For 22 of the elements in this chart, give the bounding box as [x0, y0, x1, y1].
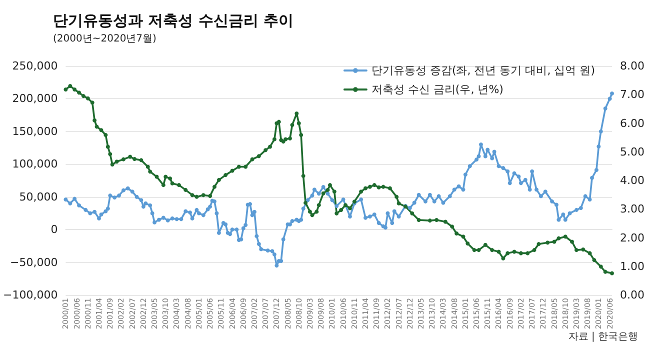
- y2-tick-label: 0.00: [620, 288, 644, 302]
- y-tick-label: 50,000: [19, 190, 58, 204]
- y-tick-label: 200,000: [12, 92, 58, 106]
- text: 자료 | 한국은행: [568, 332, 638, 342]
- y-tick-label: 100,000: [12, 158, 58, 171]
- y2-tick-label: 2.00: [620, 231, 644, 244]
- y2-tick-label: 3.00: [620, 202, 644, 216]
- legend-label: 저축성 수신 금리(우, 년%): [371, 83, 504, 96]
- y2-tick-label: 6.00: [620, 116, 644, 130]
- y-tick-label: 150,000: [12, 124, 58, 138]
- y2-tick-label: 5.00: [620, 145, 644, 158]
- chart-subtitle: (2000년~2020년7월): [53, 34, 157, 44]
- y-tick-label: −50,000: [10, 256, 58, 269]
- y2-tick-label: 4.00: [620, 174, 644, 187]
- chart-title: 단기유동성과 저축성 수신금리 추이: [53, 12, 294, 30]
- legend-label: 단기유동성 증감(좌, 전년 동기 대비, 십억 원): [371, 64, 596, 77]
- y-tick-label: 250,000: [12, 60, 58, 72]
- y2-tick-label: 1.00: [620, 260, 644, 273]
- y-tick-label: 0: [50, 223, 58, 236]
- y2-tick-label: 8.00: [620, 60, 644, 72]
- y2-tick-label: 7.00: [620, 88, 644, 102]
- y-tick-label: −100,000: [2, 288, 58, 302]
